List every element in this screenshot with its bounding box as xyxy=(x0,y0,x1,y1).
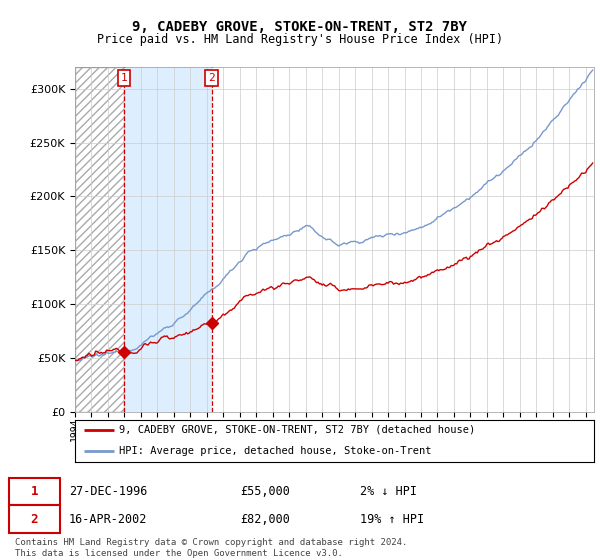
Bar xyxy=(75,67,124,412)
Text: 9, CADEBY GROVE, STOKE-ON-TRENT, ST2 7BY (detached house): 9, CADEBY GROVE, STOKE-ON-TRENT, ST2 7BY… xyxy=(119,424,475,435)
Text: 2: 2 xyxy=(31,512,38,526)
FancyBboxPatch shape xyxy=(9,506,60,533)
Text: 2: 2 xyxy=(208,73,215,83)
Text: 9, CADEBY GROVE, STOKE-ON-TRENT, ST2 7BY: 9, CADEBY GROVE, STOKE-ON-TRENT, ST2 7BY xyxy=(133,20,467,34)
Text: 16-APR-2002: 16-APR-2002 xyxy=(69,512,148,526)
FancyBboxPatch shape xyxy=(9,478,60,506)
Text: £82,000: £82,000 xyxy=(240,512,290,526)
Text: 1: 1 xyxy=(121,73,127,83)
Text: 27-DEC-1996: 27-DEC-1996 xyxy=(69,486,148,498)
Text: Contains HM Land Registry data © Crown copyright and database right 2024.
This d: Contains HM Land Registry data © Crown c… xyxy=(15,538,407,558)
Text: 2% ↓ HPI: 2% ↓ HPI xyxy=(360,486,417,498)
Text: Price paid vs. HM Land Registry's House Price Index (HPI): Price paid vs. HM Land Registry's House … xyxy=(97,32,503,46)
Text: 19% ↑ HPI: 19% ↑ HPI xyxy=(360,512,424,526)
Bar xyxy=(124,67,212,412)
Text: £55,000: £55,000 xyxy=(240,486,290,498)
Text: 1: 1 xyxy=(31,486,38,498)
Text: HPI: Average price, detached house, Stoke-on-Trent: HPI: Average price, detached house, Stok… xyxy=(119,446,431,456)
